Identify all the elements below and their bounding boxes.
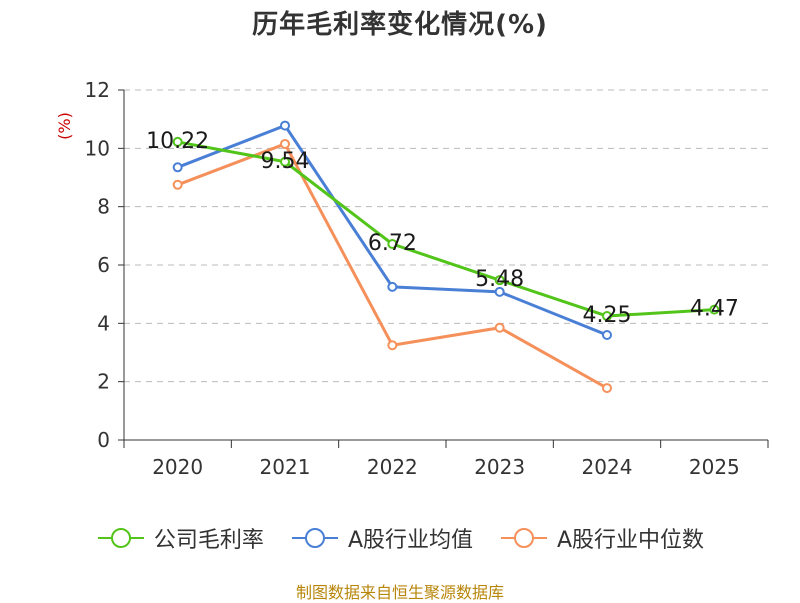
data-point bbox=[709, 304, 720, 315]
y-tick-label: 0 bbox=[97, 428, 110, 452]
data-labels: 10.22 9.54 6.72 5.48 4.25 4.47 bbox=[146, 129, 739, 328]
y-tick-label: 2 bbox=[97, 370, 110, 394]
data-point bbox=[387, 239, 398, 249]
data-point bbox=[494, 322, 505, 333]
legend-line-marker-icon bbox=[97, 528, 144, 548]
data-point bbox=[172, 136, 183, 147]
y-tick-label: 4 bbox=[97, 311, 110, 335]
legend-line-marker-icon bbox=[501, 528, 547, 548]
data-label: 4.25 bbox=[583, 303, 632, 328]
data-point bbox=[602, 311, 612, 322]
data-point bbox=[280, 120, 290, 131]
legend-item[interactable]: A股行业中位数 bbox=[499, 522, 704, 554]
x-tick-label: 2022 bbox=[367, 455, 418, 479]
y-tick-label: 6 bbox=[97, 253, 110, 277]
data-point bbox=[387, 281, 398, 292]
y-tick-label: 10 bbox=[85, 136, 110, 160]
legend-line-marker-icon bbox=[291, 528, 338, 548]
y-tick-label: 8 bbox=[97, 195, 110, 219]
legend-label: A股行业均值 bbox=[347, 528, 473, 553]
data-point bbox=[280, 156, 290, 167]
line-chart: 0 2 4 6 8 10 12 2020 2021 2022 2023 2024 2025 (%) 10.… bbox=[55, 78, 769, 479]
source-note: 制图数据来自恒生聚源数据库 bbox=[295, 583, 504, 602]
data-point bbox=[602, 330, 612, 340]
x-tick-label: 2023 bbox=[474, 455, 525, 479]
axes: 0 2 4 6 8 10 12 2020 2021 2022 2023 2024 2025 (%) bbox=[55, 78, 769, 479]
series-line bbox=[177, 142, 608, 390]
series-line bbox=[177, 140, 715, 318]
data-label: 10.22 bbox=[146, 129, 209, 154]
data-point bbox=[494, 286, 505, 297]
data-label: 6.72 bbox=[368, 231, 417, 256]
data-point bbox=[172, 162, 183, 173]
series-lines bbox=[172, 120, 720, 394]
legend-label: 公司毛利率 bbox=[153, 528, 264, 553]
data-point bbox=[602, 383, 612, 394]
data-label: 9.54 bbox=[261, 149, 310, 174]
chart-title: 历年毛利率变化情况(%) bbox=[252, 10, 548, 40]
legend-item[interactable]: 公司毛利率 bbox=[96, 522, 264, 554]
data-point bbox=[280, 138, 290, 149]
data-label: 4.47 bbox=[690, 297, 739, 322]
x-tick-label: 2024 bbox=[582, 455, 633, 479]
data-point bbox=[172, 179, 183, 190]
legend-item[interactable]: A股行业均值 bbox=[290, 522, 473, 554]
x-tick-label: 2021 bbox=[260, 455, 311, 479]
data-label: 5.48 bbox=[475, 267, 524, 292]
x-tick-label: 2020 bbox=[152, 455, 203, 479]
data-point bbox=[387, 340, 398, 351]
x-tick-label: 2025 bbox=[689, 455, 740, 479]
y-tick-label: 12 bbox=[85, 78, 110, 102]
grid-lines bbox=[124, 89, 768, 383]
legend-label: A股行业中位数 bbox=[557, 528, 705, 553]
data-point bbox=[494, 275, 505, 286]
unit-label: (%) bbox=[55, 112, 74, 140]
legend: 公司毛利率 A股行业均值 A股行业中位数 bbox=[0, 518, 800, 558]
